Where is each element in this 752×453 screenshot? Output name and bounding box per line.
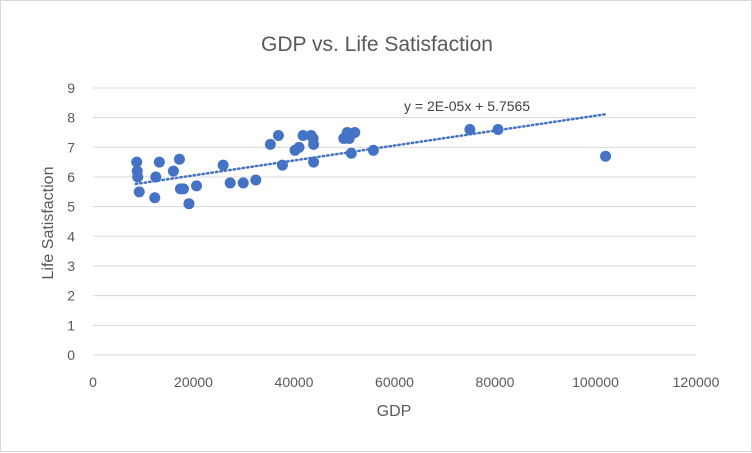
x-tick-label: 0 <box>89 374 97 390</box>
data-point <box>132 171 144 183</box>
data-point <box>217 159 229 171</box>
data-point <box>349 127 361 138</box>
data-point <box>308 138 320 150</box>
data-point <box>150 171 162 183</box>
data-point <box>153 156 165 168</box>
data-point <box>272 129 284 141</box>
y-tick-label: 7 <box>67 139 75 155</box>
y-tick-label: 4 <box>67 228 75 244</box>
x-axis-ticks: 0 20000 40000 60000 80000 100000 120000 <box>89 374 719 390</box>
y-tick-label: 5 <box>67 199 75 215</box>
data-point <box>297 129 309 141</box>
data-point <box>464 124 476 136</box>
y-tick-label: 9 <box>67 80 75 96</box>
data-point <box>131 156 143 168</box>
x-tick-label: 40000 <box>275 374 314 390</box>
y-tick-label: 8 <box>67 110 75 126</box>
x-tick-label: 20000 <box>174 374 213 390</box>
data-point <box>224 177 236 189</box>
data-point <box>367 144 379 156</box>
data-point <box>177 183 189 195</box>
trendline-equation: y = 2E-05x + 5.7565 <box>404 98 530 114</box>
data-point <box>264 138 276 150</box>
y-tick-label: 6 <box>67 169 75 185</box>
y-tick-label: 3 <box>67 258 75 274</box>
x-tick-label: 80000 <box>476 374 515 390</box>
data-point <box>133 186 145 198</box>
data-point <box>149 192 161 204</box>
data-point <box>183 198 195 210</box>
data-point <box>492 124 504 136</box>
chart-title: GDP vs. Life Satisfaction <box>261 33 493 56</box>
data-point <box>308 156 320 168</box>
y-tick-label: 0 <box>67 347 75 363</box>
data-point <box>250 174 262 186</box>
y-tick-label: 1 <box>67 317 75 333</box>
y-axis-ticks: 0 1 2 3 4 5 6 7 8 9 <box>67 80 75 363</box>
x-tick-label: 60000 <box>375 374 414 390</box>
gridlines <box>93 87 696 356</box>
data-point <box>191 180 203 192</box>
data-point <box>276 159 288 171</box>
data-point <box>600 150 612 162</box>
data-point <box>293 141 305 153</box>
x-tick-label: 120000 <box>673 374 720 390</box>
x-axis-label: GDP <box>377 403 412 420</box>
data-point <box>237 177 249 189</box>
data-point <box>167 165 179 177</box>
y-axis-label: Life Satisfaction <box>40 167 57 280</box>
data-point <box>345 147 357 159</box>
data-points <box>131 124 612 210</box>
data-point <box>173 153 185 165</box>
x-tick-label: 100000 <box>572 374 619 390</box>
y-tick-label: 2 <box>67 288 75 304</box>
